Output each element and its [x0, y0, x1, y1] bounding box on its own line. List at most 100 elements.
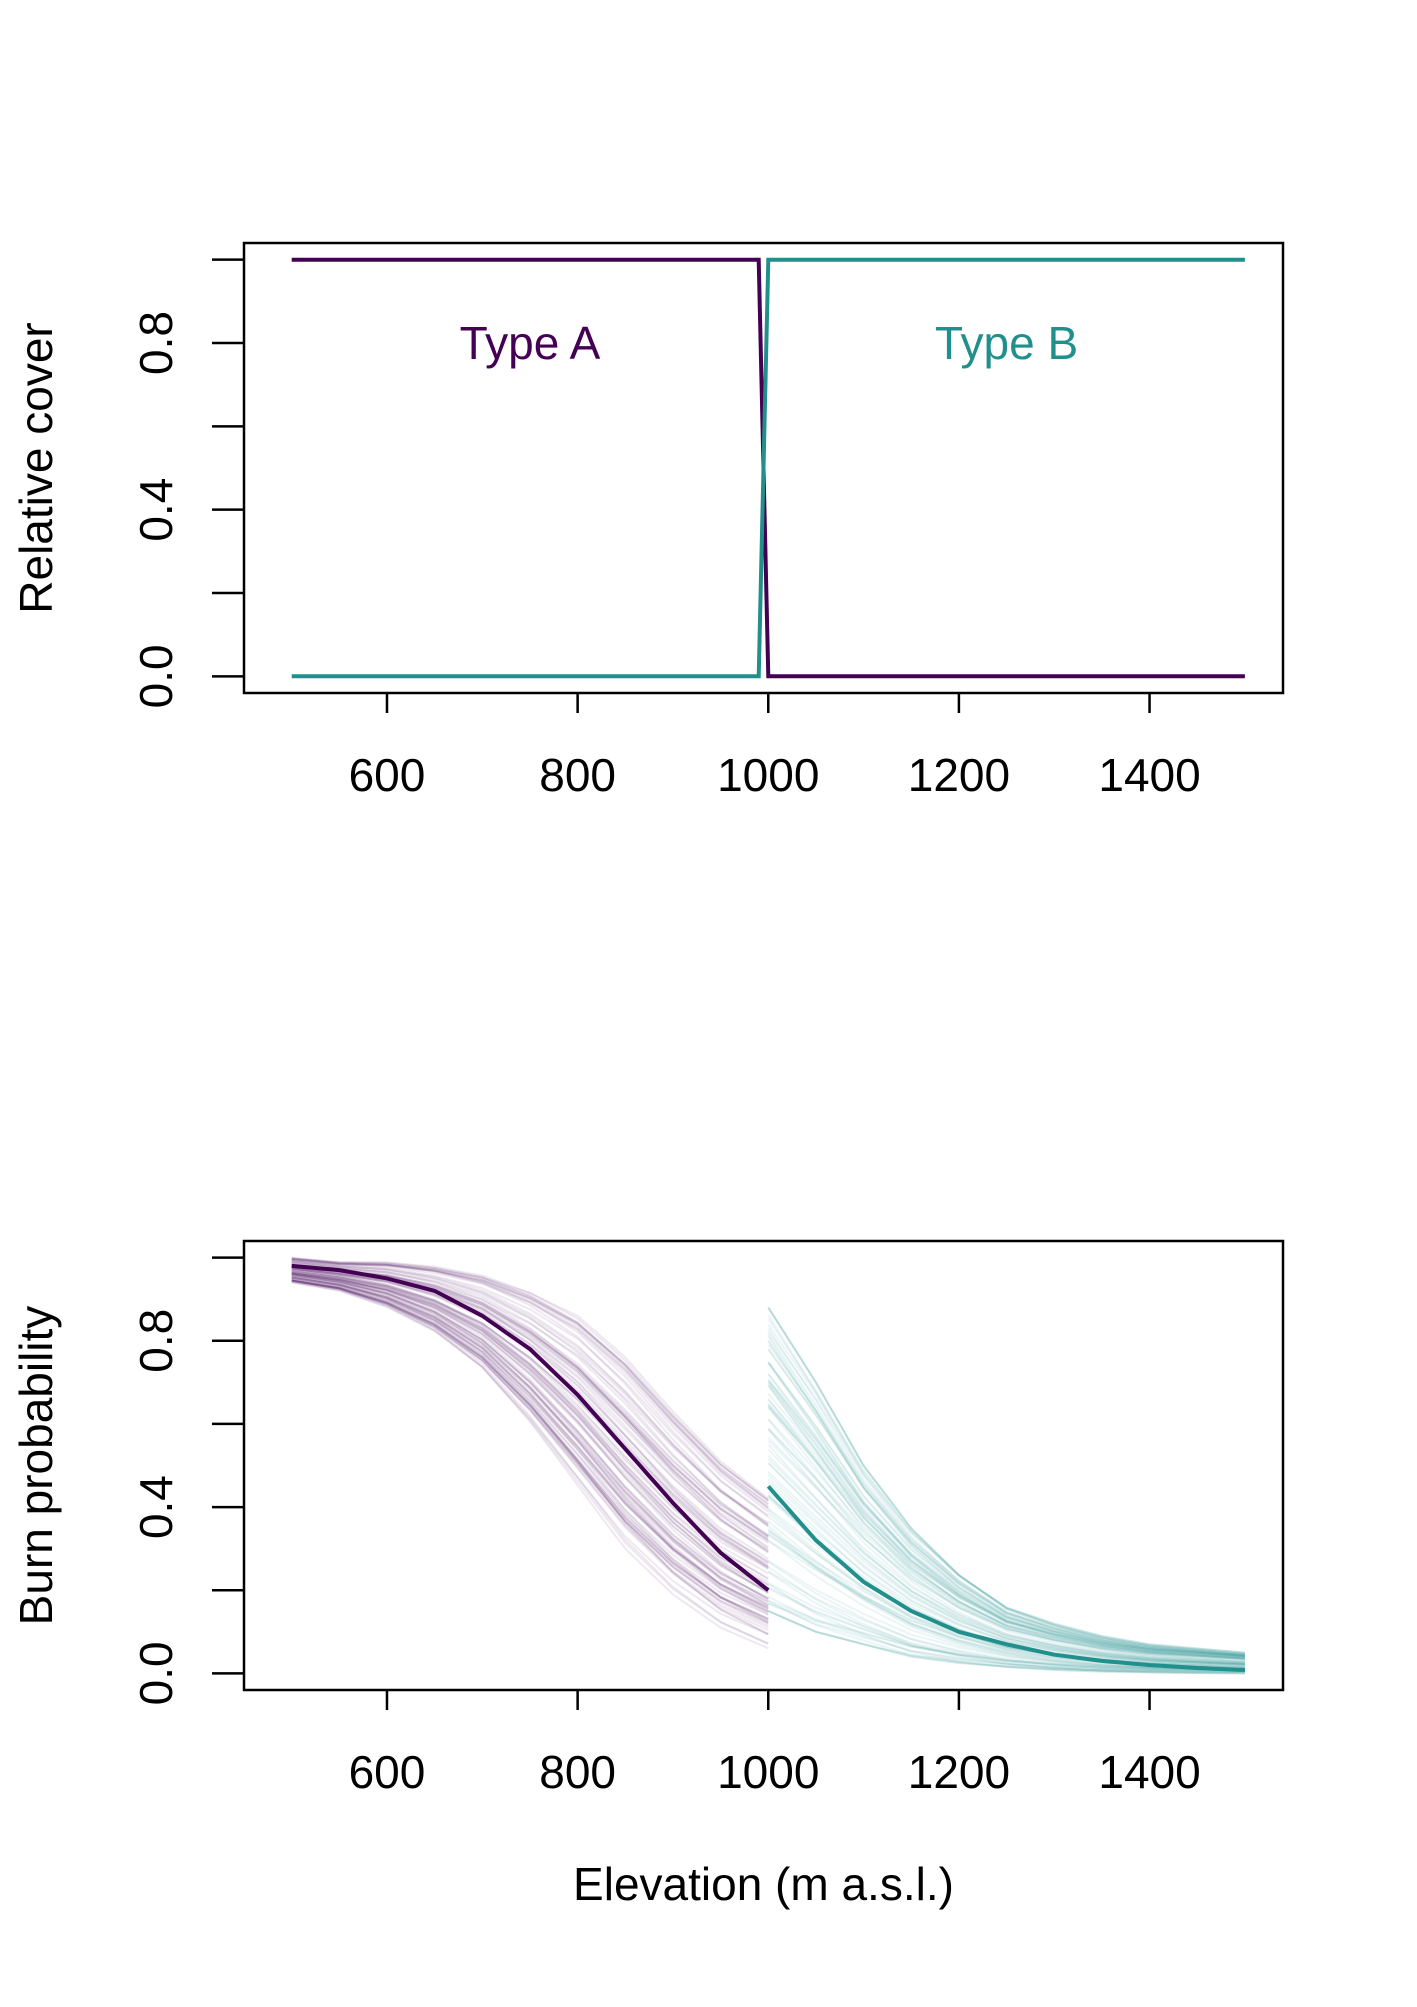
series-line-1: [291, 257, 1245, 679]
posterior-draw-line: [767, 1306, 1245, 1656]
posterior-draw-line: [767, 1403, 1245, 1658]
posterior-draw-line: [767, 1610, 1245, 1673]
posterior-draw-line: [767, 1539, 1245, 1672]
posterior-draw-line: [291, 1259, 769, 1501]
posterior-draw-line: [767, 1586, 1245, 1672]
posterior-draw-line: [767, 1348, 1245, 1655]
y-tick-label: 0.4: [130, 1475, 182, 1539]
posterior-draw-line: [767, 1491, 1245, 1665]
posterior-draw-line: [767, 1339, 1245, 1658]
posterior-draw-line: [291, 1278, 769, 1609]
posterior-draw-line: [291, 1273, 769, 1616]
posterior-draws-1: [767, 1306, 1245, 1675]
posterior-draw-line: [291, 1273, 769, 1607]
posterior-draw-line: [767, 1361, 1245, 1657]
posterior-draw-line: [767, 1380, 1245, 1659]
posterior-draw-line: [291, 1281, 769, 1636]
y-axis-title: Relative cover: [10, 322, 62, 613]
y-tick-label: 0.0: [130, 644, 182, 708]
posterior-draw-line: [291, 1261, 769, 1526]
posterior-draw-line: [291, 1272, 769, 1590]
posterior-draw-line: [767, 1314, 1245, 1657]
posterior-draw-line: [767, 1397, 1245, 1663]
posterior-draw-line: [767, 1378, 1245, 1657]
posterior-draw-line: [767, 1406, 1245, 1658]
posterior-draw-line: [291, 1268, 769, 1594]
posterior-draw-line: [767, 1610, 1245, 1674]
posterior-draw-line: [291, 1258, 769, 1502]
posterior-draw-line: [291, 1268, 769, 1591]
posterior-draw-line: [767, 1587, 1245, 1672]
posterior-draw-line: [291, 1272, 769, 1580]
posterior-draw-line: [291, 1258, 769, 1510]
x-tick-label: 600: [349, 749, 426, 801]
posterior-draw-line: [767, 1529, 1245, 1666]
posterior-draw-line: [291, 1256, 769, 1503]
posterior-draw-line: [767, 1333, 1245, 1657]
posterior-draw-line: [291, 1279, 769, 1650]
posterior-draw-line: [291, 1262, 769, 1526]
posterior-draw-line: [767, 1379, 1245, 1656]
posterior-draw-line: [767, 1327, 1245, 1657]
posterior-draw-line: [767, 1340, 1245, 1657]
posterior-draw-line: [291, 1279, 769, 1629]
posterior-draw-line: [767, 1427, 1245, 1661]
posterior-draw-line: [767, 1443, 1245, 1666]
posterior-draw-line: [291, 1276, 769, 1610]
posterior-draw-line: [291, 1272, 769, 1607]
posterior-draw-line: [767, 1318, 1245, 1654]
posterior-draw-line: [767, 1335, 1245, 1659]
posterior-draw-line: [767, 1595, 1245, 1674]
x-tick-label: 1400: [1098, 1746, 1200, 1798]
x-axis-title: Elevation (m a.s.l.): [573, 1858, 954, 1910]
posterior-draw-line: [767, 1602, 1245, 1673]
posterior-draw-line: [291, 1269, 769, 1593]
posterior-draw-line: [291, 1263, 769, 1549]
y-tick-label: 0.8: [130, 1309, 182, 1373]
posterior-draw-line: [291, 1274, 769, 1624]
posterior-draw-line: [291, 1267, 769, 1552]
posterior-draw-line: [291, 1260, 769, 1528]
posterior-draw-line: [291, 1278, 769, 1627]
posterior-draw-line: [291, 1269, 769, 1601]
posterior-draw-line: [291, 1281, 769, 1620]
posterior-draw-line: [291, 1267, 769, 1560]
posterior-draw-line: [767, 1461, 1245, 1665]
posterior-draw-line: [767, 1382, 1245, 1660]
plot-frame: [242, 1239, 1285, 1692]
posterior-draw-line: [767, 1528, 1245, 1672]
posterior-draw-line: [767, 1599, 1245, 1671]
posterior-draw-line: [767, 1602, 1245, 1671]
posterior-draw-line: [767, 1462, 1245, 1666]
posterior-draw-line: [291, 1280, 769, 1645]
posterior-draw-line: [291, 1278, 769, 1608]
posterior-draw-line: [291, 1276, 769, 1603]
posterior-draw-line: [291, 1279, 769, 1613]
posterior-draw-line: [767, 1348, 1245, 1655]
x-tick-label: 800: [539, 749, 616, 801]
posterior-draw-line: [767, 1540, 1245, 1666]
posterior-draw-line: [291, 1260, 769, 1539]
posterior-draw-line: [767, 1306, 1245, 1656]
posterior-draw-line: [767, 1458, 1245, 1664]
posterior-draw-line: [767, 1610, 1245, 1673]
posterior-draw-line: [291, 1258, 769, 1513]
posterior-draw-line: [291, 1279, 769, 1616]
posterior-draw-line: [767, 1385, 1245, 1663]
posterior-draw-line: [291, 1274, 769, 1611]
posterior-draw-line: [767, 1570, 1245, 1672]
posterior-draw-line: [291, 1261, 769, 1554]
posterior-draw-line: [767, 1448, 1245, 1663]
x-tick-label: 600: [349, 1746, 426, 1798]
posterior-draw-line: [767, 1373, 1245, 1659]
posterior-draw-line: [291, 1258, 769, 1518]
posterior-draw-line: [291, 1260, 769, 1517]
posterior-draw-line: [767, 1330, 1245, 1654]
x-tick-label: 1200: [908, 1746, 1010, 1798]
posterior-draw-line: [291, 1275, 769, 1636]
posterior-draw-line: [767, 1384, 1245, 1662]
posterior-draw-line: [767, 1324, 1245, 1654]
posterior-draw-line: [767, 1582, 1245, 1675]
posterior-draw-line: [291, 1271, 769, 1586]
posterior-draw-line: [291, 1279, 769, 1645]
